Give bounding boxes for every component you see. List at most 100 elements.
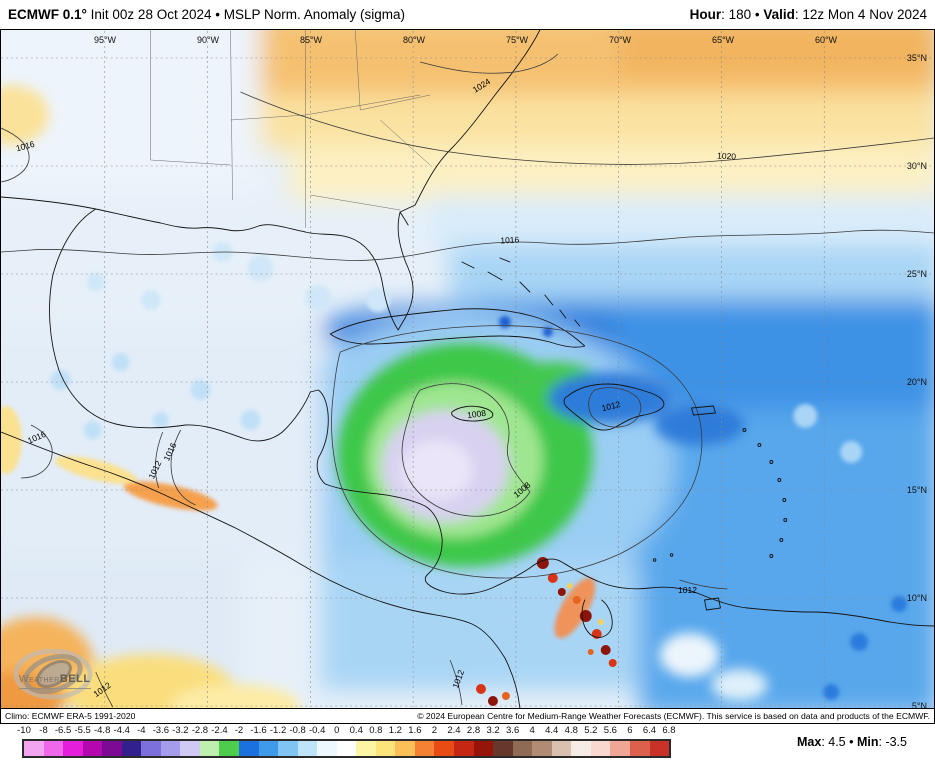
colorbar-tick-label: -6.5 — [54, 725, 72, 736]
colorbar-segment — [180, 741, 200, 756]
climo-text: Climo: ECMWF ERA-5 1991-2020 — [5, 711, 136, 721]
colorbar-tick-label: -0.4 — [308, 725, 326, 736]
colorbar-tick-label: -1.6 — [250, 725, 267, 736]
separator: • — [849, 735, 857, 749]
colorbar-segment — [395, 741, 415, 756]
max-value: : 4.5 — [821, 735, 850, 749]
colorbar-tick-label: 5.2 — [584, 725, 598, 736]
colorbar-segment — [317, 741, 337, 756]
colorbar-segment — [571, 741, 591, 756]
latlon-grid — [1, 31, 934, 707]
colorbar-segment — [590, 741, 611, 756]
colorbar-tick-label: -2.8 — [191, 725, 209, 736]
lon-label: 95°W — [93, 35, 117, 45]
contour-label: 1012 — [601, 399, 622, 413]
contour-label: 1008 — [467, 408, 487, 421]
colorbar-tick-label: -3.2 — [172, 725, 189, 736]
pressure-contours — [1, 53, 934, 708]
valid-time: Hour: 180 • Valid: 12z Mon 4 Nov 2024 — [690, 7, 927, 22]
lon-label: 70°W — [608, 35, 632, 45]
colorbar-tick-label: 6 — [627, 725, 633, 736]
map-footer: Climo: ECMWF ERA-5 1991-2020 © 2024 Euro… — [1, 708, 934, 723]
colorbar-tick-label: -2 — [234, 725, 244, 736]
lon-label: 80°W — [402, 35, 426, 45]
colorbar-tick-label: -4.8 — [93, 725, 111, 736]
lat-label: 25°N — [906, 269, 927, 279]
colorbar-tick-label: 0.8 — [369, 725, 383, 736]
lat-label: 35°N — [906, 53, 927, 63]
colorbar-segment — [297, 741, 318, 756]
max-min-stats: Max: 4.5 • Min: -3.5 — [797, 735, 907, 749]
colorbar-segment — [434, 741, 455, 756]
lon-label: 75°W — [505, 35, 529, 45]
colorbar-segment — [43, 741, 64, 756]
colorbar-tick-label: 1.6 — [408, 725, 422, 736]
colorbar-tick-label: 5.6 — [603, 725, 617, 736]
logo-bell: BELL — [59, 673, 91, 685]
colorbar-segment — [219, 741, 240, 756]
colorbar-tick-label: -10 — [17, 725, 31, 736]
lat-label: 10°N — [906, 593, 927, 603]
colorbar-tick-label: 2 — [431, 725, 438, 736]
colorbar-segment — [278, 741, 298, 756]
state-borders — [150, 30, 431, 228]
colorbar-tick-label: 4 — [529, 725, 535, 736]
colorbar-segment — [532, 741, 552, 756]
colorbar-segment — [336, 741, 357, 756]
colorbar-tick-label: 4.8 — [564, 725, 578, 736]
min-value: : -3.5 — [878, 735, 908, 749]
colorbar-tick-label: 3.6 — [506, 725, 520, 736]
coastlines — [1, 30, 934, 708]
colorbar-segment — [199, 741, 220, 756]
colorbar-tick-label: 2.8 — [466, 725, 481, 736]
colorbar-tick-label: 4.4 — [545, 725, 559, 736]
map-frame: 1016 1024 1020 1016 1016 1016 1012 1008 … — [0, 29, 935, 724]
colorbar-tick-label: -0.8 — [289, 725, 306, 736]
logo-text: WeatherBELL — [19, 669, 91, 689]
colorbar-segment — [82, 741, 103, 756]
colorbar-segment — [512, 741, 533, 756]
colorbar-tick-label: 6.4 — [642, 725, 657, 736]
colorbar-segment — [141, 741, 161, 756]
lat-label: 30°N — [906, 161, 927, 171]
map-title: ECMWF 0.1° Init 00z 28 Oct 2024 • MSLP N… — [8, 7, 405, 22]
colorbar-segment — [63, 741, 83, 756]
colorbar-segment — [649, 741, 670, 756]
colorbar-segment — [551, 741, 572, 756]
min-label: Min — [856, 735, 879, 749]
lon-label: 85°W — [299, 35, 323, 45]
colorbar — [22, 739, 671, 758]
colorbar-segment — [493, 741, 513, 756]
copyright-text: © 2024 European Centre for Medium-Range … — [417, 711, 930, 721]
valid-label: Valid — [763, 7, 795, 22]
contour-label: 1016 — [15, 139, 36, 154]
anomaly-field — [1, 30, 934, 708]
colorbar-segment — [239, 741, 259, 756]
colorbar-tick-label: -4 — [137, 725, 146, 736]
colorbar-tick-label: -5.5 — [74, 725, 91, 736]
colorbar-segment — [629, 741, 650, 756]
colorbar-tick-label: -1.2 — [269, 725, 287, 736]
colorbar-segment — [121, 741, 142, 756]
valid-value: : 12z Mon 4 Nov 2024 — [794, 7, 927, 22]
model-init-info: Init 00z 28 Oct 2024 • MSLP Norm. Anomal… — [86, 7, 406, 22]
lon-label: 65°W — [711, 35, 735, 45]
contour-label: 1012 — [678, 585, 697, 595]
contour-label: 1016 — [500, 234, 520, 245]
contour-label: 1020 — [717, 151, 737, 162]
colorbar-tick-label: 1.2 — [388, 725, 402, 736]
colorbar-segment — [454, 741, 474, 756]
lat-label: 15°N — [906, 485, 927, 495]
max-label: Max — [796, 735, 822, 749]
lat-label: 5°N — [911, 701, 927, 711]
lat-label: 20°N — [906, 377, 927, 387]
colorbar-segment — [375, 741, 396, 756]
weather-map: 1016 1024 1020 1016 1016 1016 1012 1008 … — [1, 30, 934, 708]
lon-label: 90°W — [196, 35, 220, 45]
hour-label: Hour — [689, 7, 722, 22]
logo-weather: Weather — [19, 674, 60, 685]
colorbar-segment — [258, 741, 279, 756]
colorbar-segment — [473, 741, 494, 756]
colorbar-tick-label: -2.4 — [211, 725, 228, 736]
colorbar-tick-label: -4.4 — [113, 725, 130, 736]
